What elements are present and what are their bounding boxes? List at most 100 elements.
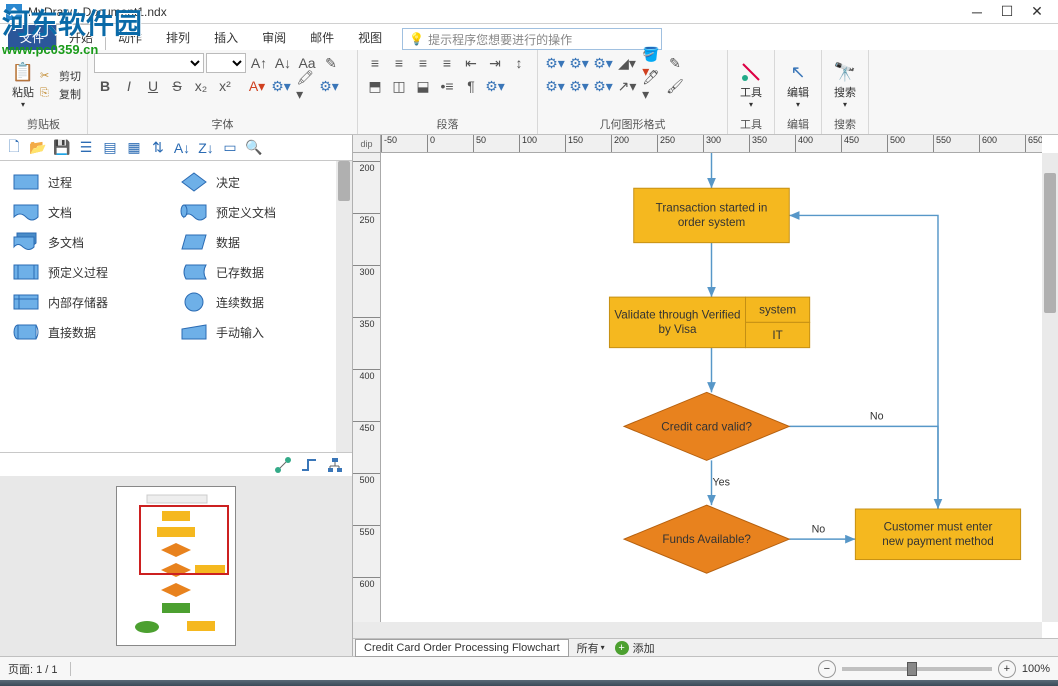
tab-arrange[interactable]: 排列 xyxy=(154,25,202,50)
cut-button[interactable]: ✂剪切 xyxy=(40,68,81,84)
highlight-button[interactable]: 🖍▾ xyxy=(294,76,316,96)
page-tab-1[interactable]: Credit Card Order Processing Flowchart xyxy=(355,639,569,657)
indent-inc-button[interactable]: ⇥ xyxy=(484,53,506,73)
copy-button[interactable]: ⎘复制 xyxy=(40,86,81,102)
tools-button[interactable]: 工具▾ xyxy=(734,58,768,111)
canvas-vscroll[interactable] xyxy=(1042,153,1058,622)
underline-button[interactable]: U xyxy=(142,76,164,96)
superscript-button[interactable]: x² xyxy=(214,76,236,96)
stb-view-icon[interactable]: ▭ xyxy=(220,138,240,158)
page-thumbnail[interactable] xyxy=(116,486,236,646)
font-family-select[interactable] xyxy=(94,53,204,73)
align-right-button[interactable]: ≡ xyxy=(412,53,434,73)
org-icon[interactable] xyxy=(326,456,344,474)
tab-view[interactable]: 视图 xyxy=(346,25,394,50)
search-placeholder: 提示程序您想要进行的操作 xyxy=(428,31,572,48)
eyedropper-button[interactable]: ✎ xyxy=(320,53,342,73)
shape-manual[interactable]: 手动输入 xyxy=(180,321,330,343)
zoom-slider[interactable] xyxy=(842,667,992,671)
brush-button[interactable]: 🖌 xyxy=(664,76,686,96)
stb-open-icon[interactable]: 📂 xyxy=(28,138,48,158)
font-size-select[interactable] xyxy=(206,53,246,73)
tab-file[interactable]: 文件 xyxy=(8,25,56,50)
close-button[interactable]: ✕ xyxy=(1022,2,1052,22)
route-icon[interactable] xyxy=(300,456,318,474)
bold-button[interactable]: B xyxy=(94,76,116,96)
stb-save-icon[interactable]: 💾 xyxy=(52,138,72,158)
shapes-scrollbar[interactable] xyxy=(336,161,352,452)
pen-button[interactable]: 🖊▾ xyxy=(640,76,662,96)
add-page-button[interactable]: + 添加 xyxy=(615,640,655,656)
line-spacing-button[interactable]: ↕ xyxy=(508,53,530,73)
italic-button[interactable]: I xyxy=(118,76,140,96)
shape-diamond[interactable]: 决定 xyxy=(180,171,330,193)
pilcrow-button[interactable]: ¶ xyxy=(460,76,482,96)
align-justify-button[interactable]: ≡ xyxy=(436,53,458,73)
line-gear-button[interactable]: ⚙▾ xyxy=(568,53,590,73)
corner-button[interactable]: ◢▾ xyxy=(616,53,638,73)
grow-font-button[interactable]: A↑ xyxy=(248,53,270,73)
eyedrop-button[interactable]: ✎ xyxy=(664,53,686,73)
shape-stored[interactable]: 已存数据 xyxy=(180,261,330,283)
tab-review[interactable]: 审阅 xyxy=(250,25,298,50)
drawing-canvas[interactable]: YesNoNoTransaction started inorder syste… xyxy=(381,153,1042,622)
shape-intstore[interactable]: 内部存储器 xyxy=(12,291,162,313)
tab-mail[interactable]: 邮件 xyxy=(298,25,346,50)
arrow-button[interactable]: ↗▾ xyxy=(616,76,638,96)
fill-gear-button[interactable]: ⚙▾ xyxy=(544,53,566,73)
geo-gear2-button[interactable]: ⚙▾ xyxy=(568,76,590,96)
stb-sort-icon[interactable]: ⇅ xyxy=(148,138,168,158)
stb-new-icon[interactable]: 🗋 xyxy=(4,138,24,158)
connector-icon[interactable] xyxy=(274,456,292,474)
stb-lib-icon[interactable]: ☰ xyxy=(76,138,96,158)
shape-para[interactable]: 数据 xyxy=(180,231,330,253)
subscript-button[interactable]: x₂ xyxy=(190,76,212,96)
align-center-button[interactable]: ≡ xyxy=(388,53,410,73)
chevron-down-icon[interactable]: ▾ xyxy=(601,643,605,652)
canvas-hscroll[interactable] xyxy=(353,622,1042,638)
tell-me-search[interactable]: 💡 提示程序您想要进行的操作 xyxy=(402,28,662,50)
tab-start[interactable]: 开始 xyxy=(56,24,106,50)
stb-grid-icon[interactable]: ▦ xyxy=(124,138,144,158)
tab-insert[interactable]: 插入 xyxy=(202,25,250,50)
stb-list-icon[interactable]: ▤ xyxy=(100,138,120,158)
geo-gear1-button[interactable]: ⚙▾ xyxy=(544,76,566,96)
font-gear-button[interactable]: ⚙▾ xyxy=(270,76,292,96)
indent-dec-button[interactable]: ⇤ xyxy=(460,53,482,73)
titlebar: MyDraw - Document1.ndx ─ ☐ ✕ xyxy=(0,0,1058,24)
valign-top-button[interactable]: ⬒ xyxy=(364,76,386,96)
mini-toolbar xyxy=(0,452,352,476)
search-button[interactable]: 🔭 搜索▾ xyxy=(828,58,862,111)
edit-button[interactable]: ↖ 编辑▾ xyxy=(781,58,815,111)
strike-button[interactable]: S xyxy=(166,76,188,96)
shadow-gear-button[interactable]: ⚙▾ xyxy=(592,53,614,73)
shape-circle[interactable]: 连续数据 xyxy=(180,291,330,313)
shape-doc[interactable]: 文档 xyxy=(12,201,162,223)
valign-bot-button[interactable]: ⬓ xyxy=(412,76,434,96)
geo-gear3-button[interactable]: ⚙▾ xyxy=(592,76,614,96)
stb-find-icon[interactable]: 🔍 xyxy=(244,138,264,158)
valign-mid-button[interactable]: ◫ xyxy=(388,76,410,96)
all-label[interactable]: 所有 xyxy=(577,640,599,656)
shape-predoc[interactable]: 预定义文档 xyxy=(180,201,330,223)
zoom-in-button[interactable]: + xyxy=(998,660,1016,678)
tab-action[interactable]: 动作 xyxy=(106,25,154,50)
font-gear2-button[interactable]: ⚙▾ xyxy=(318,76,340,96)
stb-az-icon[interactable]: A↓ xyxy=(172,138,192,158)
bullet-button[interactable]: •≡ xyxy=(436,76,458,96)
align-left-button[interactable]: ≡ xyxy=(364,53,386,73)
zoom-out-button[interactable]: − xyxy=(818,660,836,678)
thumbnail-viewport[interactable] xyxy=(139,505,229,575)
maximize-button[interactable]: ☐ xyxy=(992,2,1022,22)
shape-cyl[interactable]: 直接数据 xyxy=(12,321,162,343)
svg-text:Yes: Yes xyxy=(713,477,730,489)
shape-multidoc[interactable]: 多文档 xyxy=(12,231,162,253)
minimize-button[interactable]: ─ xyxy=(962,2,992,22)
shape-rect[interactable]: 过程 xyxy=(12,171,162,193)
shape-predrect[interactable]: 预定义过程 xyxy=(12,261,162,283)
font-color-button[interactable]: A▾ xyxy=(246,76,268,96)
shrink-font-button[interactable]: A↓ xyxy=(272,53,294,73)
paste-button[interactable]: 📋 粘贴 ▾ xyxy=(6,58,40,111)
para-gear-button[interactable]: ⚙▾ xyxy=(484,76,506,96)
stb-za-icon[interactable]: Z↓ xyxy=(196,138,216,158)
